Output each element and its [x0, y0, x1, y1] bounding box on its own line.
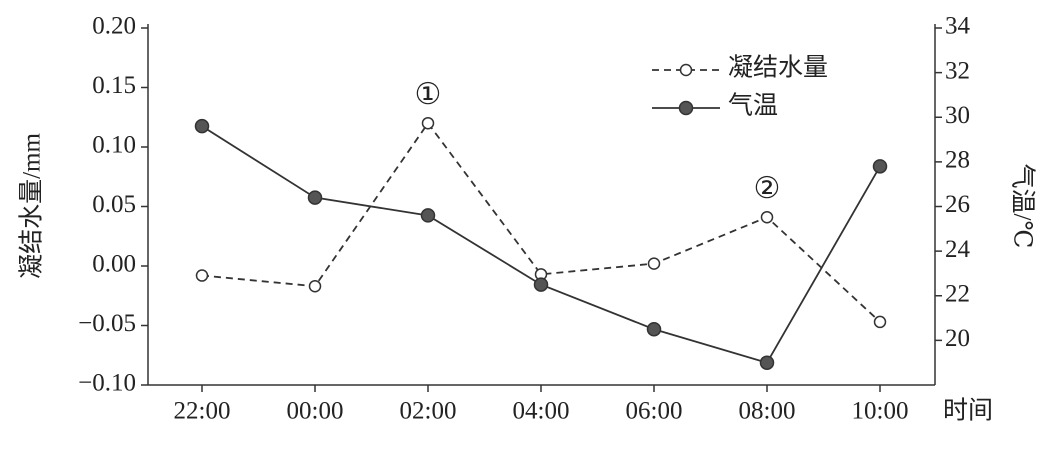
y2-tick-label: 28 [945, 147, 970, 174]
y-tick-label: 0.10 [92, 132, 136, 159]
y2-tick-label: 22 [945, 280, 970, 307]
data-point [873, 315, 887, 329]
x-tick-label: 00:00 [287, 398, 344, 425]
legend-marker [678, 100, 694, 116]
data-point [533, 277, 549, 292]
x-tick-label: 08:00 [739, 398, 796, 425]
data-point [307, 190, 323, 205]
y2-tick-label: 20 [945, 325, 970, 352]
series-line [201, 125, 881, 364]
x-tick-label: 02:00 [400, 398, 457, 425]
x-tick-label: 22:00 [174, 398, 231, 425]
x-tick-label: 04:00 [513, 398, 570, 425]
y-tick-label: 0.15 [92, 72, 136, 99]
series-line [201, 121, 881, 323]
y-tick-label: 0.20 [92, 13, 136, 40]
data-point [308, 279, 322, 293]
y2-tick-label: 32 [945, 57, 970, 84]
y-tick-label: −0.05 [78, 310, 136, 337]
x-tick-label: 06:00 [626, 398, 683, 425]
data-point [759, 355, 775, 370]
y-tick-label: 0.05 [92, 191, 136, 218]
y2-tick-label: 30 [945, 102, 970, 129]
y2-axis-label: 气温/℃ [1008, 164, 1036, 249]
data-point [872, 159, 888, 174]
data-point [420, 208, 436, 223]
data-point [647, 257, 661, 270]
legend-label: 气温 [728, 92, 778, 120]
y-tick-label: −0.10 [78, 370, 136, 397]
y-axis-label: 凝结水量/mm [18, 133, 46, 279]
data-point [421, 116, 435, 130]
y2-tick-label: 24 [945, 236, 971, 263]
legend-label: 凝结水量 [728, 54, 828, 82]
legend-marker [679, 63, 693, 77]
x-tick-label: 10:00 [852, 398, 909, 425]
x-axis-label: 时间 [943, 397, 993, 425]
data-point [646, 321, 662, 337]
data-point [195, 269, 209, 282]
y2-tick-label: 26 [945, 191, 970, 218]
data-point [194, 118, 210, 134]
y2-tick-label: 34 [945, 13, 971, 40]
y-tick-label: 0.00 [92, 251, 136, 278]
annotation: ① [415, 78, 442, 111]
data-point [760, 210, 774, 224]
annotation: ② [754, 172, 781, 205]
